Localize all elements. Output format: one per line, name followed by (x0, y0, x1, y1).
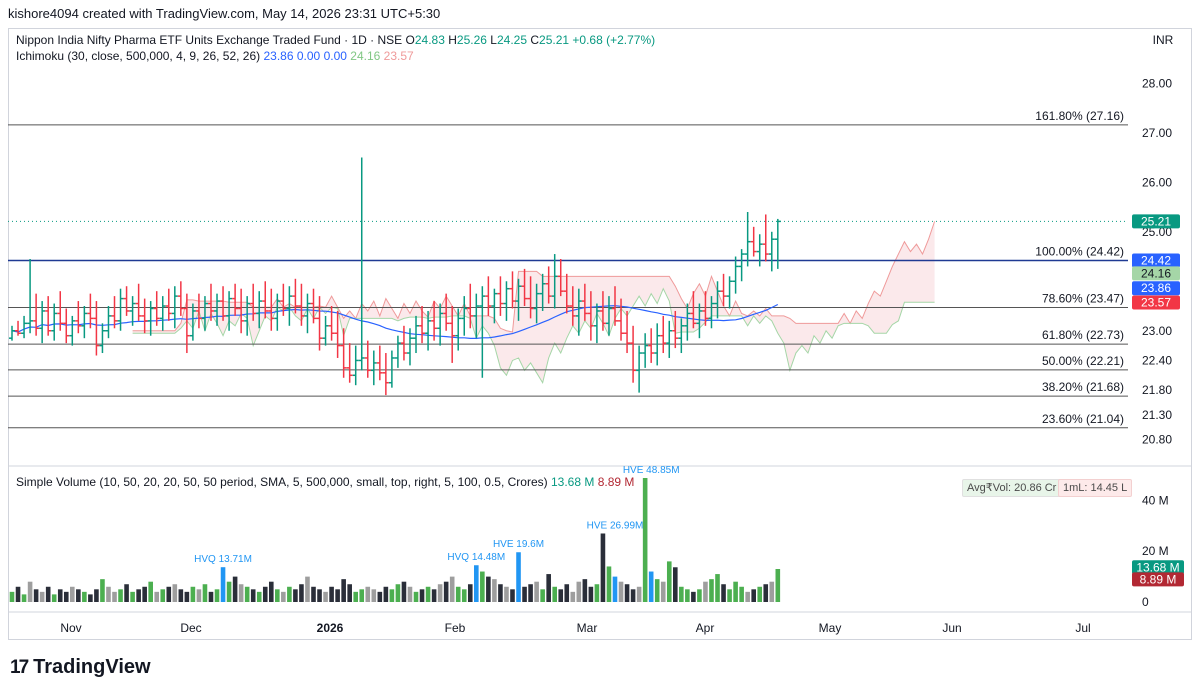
volume-value-2: 8.89 M (597, 475, 635, 489)
close-value: 25.21 (539, 33, 570, 47)
volume-label: Simple Volume (10, 50, 20, 20, 50, 50 pe… (16, 475, 548, 489)
volume-value-1: 13.68 M (550, 475, 595, 489)
low-value: 24.25 (496, 33, 527, 47)
ichimoku-value-2: 0.00 (296, 49, 321, 63)
tradingview-mark-icon: 17 (10, 657, 29, 678)
volume-legend[interactable]: Simple Volume (10, 50, 20, 20, 50, 50 pe… (16, 474, 634, 490)
high-label: H (448, 33, 457, 47)
symbol-legend[interactable]: Nippon India Nifty Pharma ETF Units Exch… (16, 32, 655, 48)
liquidity-badge: 1mL: 14.45 L (1058, 479, 1133, 497)
ichimoku-label: Ichimoku (30, close, 500,000, 4, 9, 26, … (16, 49, 261, 63)
chart-caption: kishore4094 created with TradingView.com… (8, 6, 441, 21)
currency-label[interactable]: INR (1152, 33, 1174, 47)
low-label: L (490, 33, 497, 47)
chart-frame (8, 28, 1192, 640)
ichimoku-value-5: 23.57 (383, 49, 414, 63)
change-value: +0.68 (+2.77%) (572, 33, 656, 47)
open-label: O (405, 33, 415, 47)
ichimoku-value-3: 0.00 (323, 49, 347, 63)
ichimoku-value-4: 24.16 (350, 49, 381, 63)
tradingview-logo: 17 TradingView (10, 654, 151, 681)
ichimoku-value-1: 23.86 (263, 49, 294, 63)
avg-volume-badge: Avg₹Vol: 20.86 Cr (962, 479, 1062, 497)
high-value: 25.26 (456, 33, 487, 47)
open-value: 24.83 (414, 33, 445, 47)
symbol-name: Nippon India Nifty Pharma ETF Units Exch… (16, 33, 403, 47)
ichimoku-legend[interactable]: Ichimoku (30, close, 500,000, 4, 9, 26, … (16, 48, 414, 64)
tradingview-wordmark: TradingView (33, 656, 151, 678)
close-label: C (530, 33, 540, 47)
